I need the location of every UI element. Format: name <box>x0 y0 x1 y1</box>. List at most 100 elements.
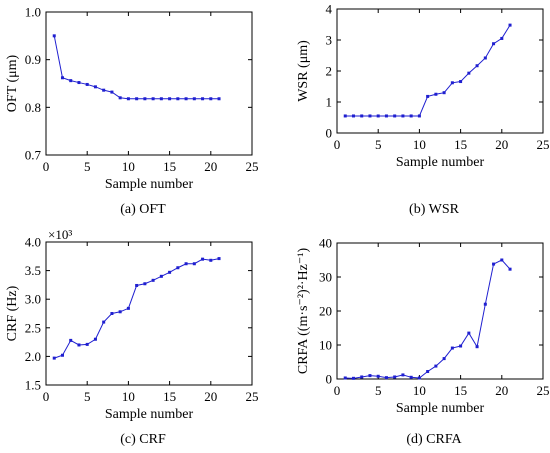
x-axis-label-d: Sample number <box>396 401 485 416</box>
y-tick-label-b: 3 <box>326 33 333 48</box>
data-point-a <box>110 90 114 94</box>
data-point-b <box>426 94 430 98</box>
data-point-b <box>351 114 355 118</box>
panel-caption-c: (c) CRF <box>120 432 166 447</box>
data-point-d <box>409 375 413 379</box>
data-point-b <box>343 114 347 118</box>
data-point-a <box>159 97 163 101</box>
data-point-a <box>69 79 73 83</box>
data-point-c <box>176 266 180 270</box>
x-tick-label-c: 10 <box>122 389 135 404</box>
data-point-d <box>459 344 463 348</box>
panel-caption-a: (a) OFT <box>120 202 166 217</box>
data-point-b <box>450 81 454 85</box>
data-point-b <box>459 80 463 84</box>
y-tick-label-a: 0.8 <box>25 100 41 115</box>
data-point-c <box>110 312 114 315</box>
data-point-a <box>176 97 180 101</box>
y-axis-label-c: CRF (Hz) <box>5 285 20 341</box>
data-point-d <box>475 345 479 349</box>
data-point-a <box>93 85 97 89</box>
data-point-a <box>102 88 106 92</box>
data-point-c <box>184 262 188 266</box>
data-point-c <box>217 257 221 261</box>
data-point-d <box>417 376 421 380</box>
x-tick-label-b: 5 <box>375 137 382 152</box>
x-tick-label-a: 10 <box>122 159 135 174</box>
data-point-d <box>434 364 438 368</box>
x-tick-label-d: 0 <box>334 383 341 398</box>
data-point-d <box>401 373 405 377</box>
y-tick-label-d: 10 <box>319 338 332 353</box>
data-point-a <box>192 97 196 101</box>
x-tick-label-a: 5 <box>84 159 91 174</box>
plot-frame-d <box>336 242 544 380</box>
data-point-a <box>77 81 81 85</box>
data-point-c <box>126 306 130 310</box>
data-point-d <box>492 262 496 266</box>
data-point-a <box>201 97 205 101</box>
series-line-b <box>345 24 511 117</box>
data-point-a <box>184 97 188 101</box>
data-point-d <box>450 346 454 350</box>
data-point-c <box>118 310 122 314</box>
y-tick-label-c: 1.5 <box>25 378 41 393</box>
data-point-a <box>118 96 122 100</box>
y-axis-label-a: OFT (μm) <box>5 54 20 112</box>
data-point-c <box>52 356 56 360</box>
data-point-b <box>467 71 471 75</box>
data-point-d <box>360 375 364 379</box>
x-tick-label-b: 25 <box>537 137 550 152</box>
data-point-b <box>417 114 421 118</box>
data-point-b <box>442 91 446 95</box>
data-point-b <box>368 114 372 118</box>
y-tick-label-c: 2.0 <box>25 349 41 364</box>
x-tick-label-d: 10 <box>413 383 426 398</box>
y-tick-label-d: 40 <box>319 236 332 251</box>
y-tick-label-b: 0 <box>326 126 333 141</box>
data-point-d <box>500 258 504 262</box>
series-line-c <box>54 258 220 359</box>
x-tick-label-b: 20 <box>495 137 508 152</box>
data-point-d <box>343 376 347 380</box>
data-point-d <box>508 267 512 271</box>
data-point-b <box>500 36 504 40</box>
plot-frame-a <box>45 11 253 156</box>
data-point-c <box>168 270 172 274</box>
y-tick-label-d: 30 <box>319 270 332 285</box>
series-line-a <box>53 35 220 100</box>
data-point-a <box>151 97 155 101</box>
data-point-c <box>93 337 97 341</box>
data-point-c <box>192 262 196 266</box>
x-tick-label-a: 0 <box>43 159 50 174</box>
data-point-a <box>217 97 221 101</box>
y-tick-label-a: 0.7 <box>25 148 42 163</box>
y-multiplier-c: ×10³ <box>48 227 72 242</box>
y-tick-label-b: 2 <box>326 64 333 79</box>
x-axis-label-c: Sample number <box>105 407 194 422</box>
data-point-a <box>60 76 64 80</box>
data-point-a <box>135 97 139 101</box>
data-point-d <box>376 374 380 378</box>
x-tick-label-c: 5 <box>84 389 91 404</box>
data-point-d <box>393 375 397 379</box>
data-point-d <box>426 370 430 374</box>
y-tick-label-c: 3.5 <box>25 263 41 278</box>
data-point-d <box>442 357 446 361</box>
x-tick-label-c: 15 <box>163 389 176 404</box>
y-tick-label-b: 4 <box>326 2 333 17</box>
data-point-a <box>126 97 130 101</box>
data-point-b <box>492 42 496 46</box>
x-tick-label-a: 20 <box>204 159 217 174</box>
data-point-b <box>409 114 413 118</box>
data-point-d <box>351 376 355 380</box>
data-point-b <box>483 56 487 60</box>
data-point-a <box>168 97 172 101</box>
data-point-b <box>508 23 512 27</box>
data-point-b <box>475 64 479 68</box>
plot-frame-c <box>45 241 253 386</box>
x-tick-label-b: 0 <box>334 137 341 152</box>
y-tick-label-c: 2.5 <box>25 320 41 335</box>
data-point-d <box>483 302 487 306</box>
